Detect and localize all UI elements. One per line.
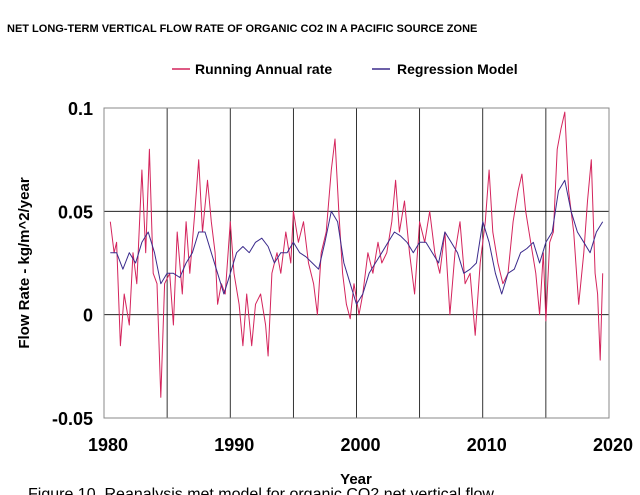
series-line-running-annual-rate <box>109 111 604 398</box>
series-line-regression-model <box>110 179 604 305</box>
x-axis-label: Year <box>340 471 372 488</box>
legend-label-regression-model: Regression Model <box>397 61 518 77</box>
figure-caption: Figure 10. Reanalysis met model for orga… <box>28 486 498 495</box>
x-tick-label: 2010 <box>467 435 507 455</box>
chart-title: NET LONG-TERM VERTICAL FLOW RATE OF ORGA… <box>7 23 477 35</box>
legend-label-running-annual-rate: Running Annual rate <box>195 61 332 77</box>
x-tick-label: 1980 <box>88 435 128 455</box>
legend: Running Annual rate Regression Model <box>172 61 518 77</box>
y-tick-label: -0.05 <box>52 409 93 429</box>
y-tick-label: 0.1 <box>68 99 93 119</box>
plot-area-border <box>103 107 610 419</box>
y-axis-label: Flow Rate - kg/m^2/year <box>16 177 33 348</box>
y-tick-label: 0 <box>83 306 93 326</box>
x-tick-label: 1990 <box>214 435 254 455</box>
x-tick-label: 2020 <box>593 435 633 455</box>
x-tick-label: 2000 <box>340 435 380 455</box>
y-tick-label: 0.05 <box>58 202 93 222</box>
